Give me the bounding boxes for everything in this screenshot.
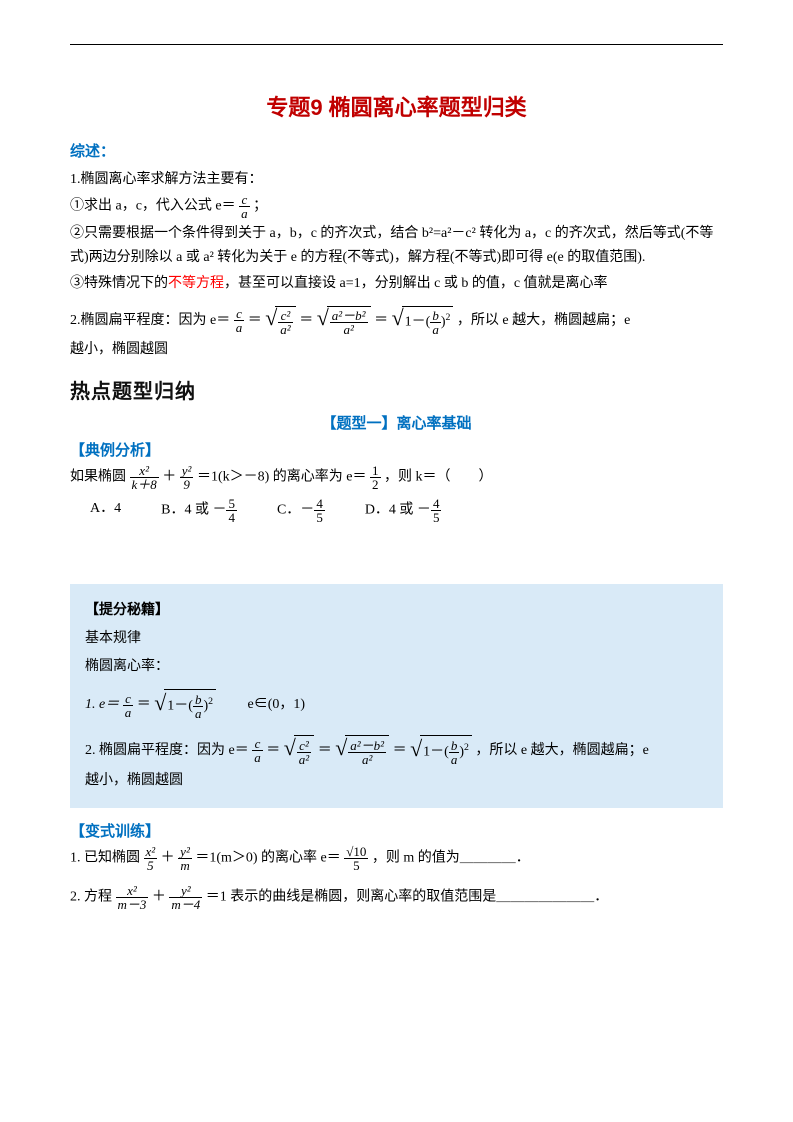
ex-pre: 如果椭圆 [70,470,130,485]
item3-red: 不等方程 [168,276,224,291]
ex-frac-e: 1 2 [370,464,381,491]
tip-formula-1: 1. e＝ c a ＝ √ 1－( b a )2 e∈(0，1) [85,689,708,721]
tip-f1-range: e∈(0，1) [220,698,306,713]
top-rule [70,44,723,45]
ex-frac1: x² k＋8 [130,464,159,491]
line2-pre: 2.椭圆扁平程度：因为 e＝ [70,313,230,328]
ex-frac2: y² 9 [180,464,194,491]
overview-item2: ②只需要根据一个条件得到关于 a，b，c 的齐次式，结合 b²=a²－c² 转化… [70,222,723,270]
document-title: 专题9 椭圆离心率题型归类 [70,90,723,122]
option-b: B．4 或 －54 [161,497,237,524]
frac-c-over-a: c a [239,193,250,220]
overview-block: 综述： 1.椭圆离心率求解方法主要有： ①求出 a，c，代入公式 e＝ c a … [70,140,723,361]
overview-item3: ③特殊情况下的不等方程，甚至可以直接设 a=1，分别解出 c 或 b 的值，c … [70,272,723,296]
item1-post: ； [253,199,267,214]
sqrt-a2b2: √ a²－b² a² [317,306,371,336]
variant-label: 【变式训练】 [70,820,723,841]
line2-tail: 越小，椭圆越圆 [70,338,723,362]
tip-f2-tail: 越小，椭圆越圆 [85,767,708,795]
page: 专题9 椭圆离心率题型归类 综述： 1.椭圆离心率求解方法主要有： ①求出 a，… [0,0,793,1122]
question-1: 1. 已知椭圆 x² 5 ＋ y² m ＝1(m＞0) 的离心率 e＝ √10 … [70,845,723,872]
tip-label: 【提分秘籍】 [85,597,708,625]
overview-item1: ①求出 a，c，代入公式 e＝ c a ； [70,193,723,220]
overview-line1: 1.椭圆离心率求解方法主要有： [70,168,723,192]
tip-rule-label: 基本规律 [85,625,708,653]
line2-post: ，所以 e 越大，椭圆越扁；e [457,313,630,328]
ex-plus: ＋ [162,470,176,485]
item1-pre: ①求出 a，c，代入公式 e＝ [70,199,236,214]
option-c: C．－45 [277,497,325,524]
example-label: 【典例分析】 [70,439,723,460]
frac-ca-2: c a [234,307,245,334]
overview-line2: 2.椭圆扁平程度：因为 e＝ c a ＝ √ c² a² ＝ √ [70,306,723,336]
sqrt-c2a2: √ c² a² [265,306,295,336]
hot-topics-label: 热点题型归纳 [70,375,723,404]
sqrt-1-ba2: √ 1－( b a )2 [392,306,454,336]
tip-box: 【提分秘籍】 基本规律 椭圆离心率： 1. e＝ c a ＝ √ 1－( b a… [70,584,723,807]
option-d: D．4 或 －45 [365,497,442,524]
item3-pre: ③特殊情况下的 [70,276,168,291]
topic-1-heading: 【题型一】离心率基础 [70,412,723,433]
tip-ecc-label: 椭圆离心率： [85,653,708,681]
example-question: 如果椭圆 x² k＋8 ＋ y² 9 ＝1(k＞－8) 的离心率为 e＝ 1 2… [70,464,723,491]
question-2: 2. 方程 x² m－3 ＋ y² m－4 ＝1 表示的曲线是椭圆，则离心率的取… [70,884,723,911]
ex-eq: ＝1(k＞－8) 的离心率为 e＝ [197,470,367,485]
overview-label: 综述： [70,144,115,160]
item3-post: ，甚至可以直接设 a=1，分别解出 c 或 b 的值，c 值就是离心率 [224,276,608,291]
tip-formula-2: 2. 椭圆扁平程度：因为 e＝ c a ＝ √ c² a² ＝ √ [85,735,708,767]
ex-tail: ，则 k＝（ ） [384,470,493,485]
option-a: A．4 [90,497,121,524]
options-row: A．4 B．4 或 －54 C．－45 D．4 或 －45 [90,497,723,524]
